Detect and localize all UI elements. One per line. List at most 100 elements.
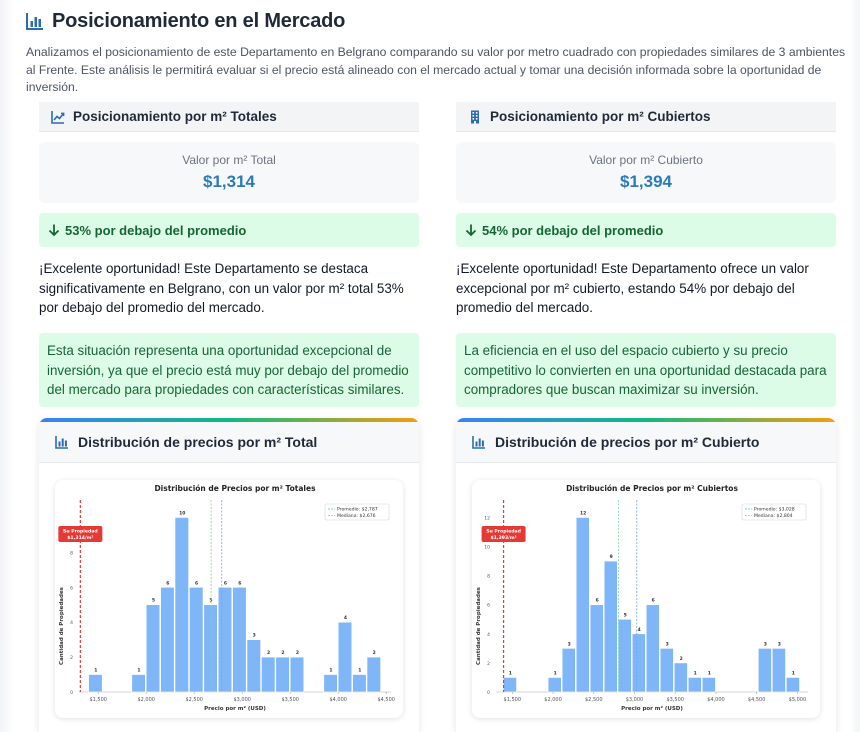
property-label-line2: $1,314/m² bbox=[67, 535, 93, 541]
histogram-bar bbox=[217, 586, 233, 693]
bar-count-label: 3 bbox=[778, 641, 781, 647]
section-title: Posicionamiento por m² Totales bbox=[73, 109, 277, 124]
histogram-bar bbox=[561, 648, 576, 693]
x-tick-label: $2,000 bbox=[137, 697, 155, 703]
histogram-bar bbox=[189, 586, 204, 693]
property-label-box bbox=[481, 526, 526, 542]
x-tick-label: $1,500 bbox=[504, 697, 522, 703]
property-label-line1: Su Propiedad bbox=[486, 529, 521, 535]
y-tick-label: 0 bbox=[70, 690, 73, 696]
bar-chart-icon bbox=[472, 436, 485, 449]
bar-count-label: 3 bbox=[568, 641, 571, 647]
chart-card-total: Distribución de precios por m² Total Dis… bbox=[39, 418, 419, 732]
histogram-bar bbox=[617, 618, 632, 693]
value-amount: $1,394 bbox=[620, 172, 672, 191]
histogram-bar bbox=[261, 656, 276, 693]
histogram-bar bbox=[366, 656, 381, 693]
card-accent-bar bbox=[39, 418, 419, 422]
histogram-bar bbox=[337, 621, 353, 693]
bar-count-label: 2 bbox=[267, 650, 270, 656]
bar-count-label: 2 bbox=[281, 650, 284, 656]
bar-count-label: 1 bbox=[137, 668, 140, 674]
histogram-bar bbox=[701, 677, 716, 693]
histogram-bar bbox=[503, 677, 517, 693]
bar-count-label: 5 bbox=[152, 598, 155, 604]
total-area-column: Posicionamiento por m² Totales Valor por… bbox=[39, 102, 419, 407]
section-header-covered: Posicionamiento por m² Cubiertos bbox=[456, 102, 836, 132]
histogram-bar bbox=[547, 677, 562, 693]
opportunity-note: La eficiencia en el uso del espacio cubi… bbox=[456, 333, 836, 407]
histogram-bar bbox=[589, 604, 604, 693]
bar-count-label: 12 bbox=[580, 510, 586, 516]
description-text: ¡Excelente oportunidad! Este Departament… bbox=[39, 261, 404, 315]
value-amount: $1,314 bbox=[203, 172, 255, 191]
histogram-total: Distribución de Precios por m² Totales 0 2… bbox=[55, 480, 403, 718]
bar-count-label: 1 bbox=[329, 668, 332, 674]
bar-count-label: 6 bbox=[224, 580, 227, 586]
bar-count-label: 6 bbox=[596, 598, 599, 604]
section-header-total: Posicionamiento por m² Totales bbox=[39, 102, 419, 132]
bar-count-label: 1 bbox=[358, 668, 361, 674]
x-tick-label: $3,500 bbox=[666, 697, 684, 703]
x-tick-label: $2,000 bbox=[544, 697, 562, 703]
chart-card-title: Distribución de precios por m² Cubierto bbox=[495, 434, 760, 450]
y-tick-label: 6 bbox=[487, 603, 490, 609]
histogram-bar bbox=[687, 677, 702, 693]
histogram-bar bbox=[289, 656, 305, 693]
bar-count-label: 1 bbox=[708, 670, 711, 676]
arrow-down-icon bbox=[48, 224, 60, 237]
y-tick-label: 2 bbox=[487, 661, 490, 667]
page-header: Posicionamiento en el Mercado bbox=[26, 8, 345, 34]
y-axis-label: Cantidad de Propiedades bbox=[59, 586, 65, 665]
bar-chart-icon bbox=[55, 436, 68, 449]
histogram-bar bbox=[131, 674, 146, 693]
bar-count-label: 1 bbox=[694, 670, 697, 676]
bar-count-label: 4 bbox=[344, 615, 347, 621]
y-tick-label: 4 bbox=[487, 632, 490, 638]
y-tick-label: 6 bbox=[70, 585, 73, 591]
bar-chart-icon bbox=[26, 13, 43, 30]
histogram-bar bbox=[232, 586, 247, 693]
histogram-bar bbox=[275, 656, 290, 693]
bar-count-label: 6 bbox=[195, 580, 198, 586]
badge-text: 53% por debajo del promedio bbox=[65, 222, 247, 238]
histogram-bar bbox=[246, 639, 261, 693]
intro-text: Analizamos el posicionamiento de este De… bbox=[26, 45, 846, 94]
histogram-bar bbox=[575, 517, 590, 693]
trend-line-icon bbox=[51, 110, 65, 124]
page-right-edge bbox=[850, 0, 860, 732]
y-axis-label: Cantidad de Propiedades bbox=[476, 586, 482, 665]
bar-count-label: 4 bbox=[638, 627, 641, 633]
x-tick-label: $4,000 bbox=[707, 697, 725, 703]
histogram-svg: Distribución de Precios por m² Cubiertos… bbox=[476, 484, 808, 712]
below-average-badge: 53% por debajo del promedio bbox=[39, 213, 419, 247]
chart-card-covered: Distribución de precios por m² Cubierto … bbox=[456, 418, 836, 732]
histogram-bar bbox=[673, 662, 688, 693]
chart-title: Distribución de Precios por m² Totales bbox=[154, 484, 316, 493]
property-label-line2: $1,393/m² bbox=[490, 535, 516, 541]
bar-count-label: 10 bbox=[179, 510, 185, 516]
x-tick-label: $4,500 bbox=[377, 697, 395, 703]
x-tick-label: $2,500 bbox=[585, 697, 603, 703]
histogram-bar bbox=[203, 604, 218, 693]
bar-count-label: 3 bbox=[666, 641, 669, 647]
bar-count-label: 6 bbox=[238, 580, 241, 586]
chart-card-header: Distribución de precios por m² Total bbox=[39, 422, 419, 463]
histogram-bar bbox=[758, 648, 772, 693]
building-icon bbox=[471, 110, 479, 123]
legend-median-label: Mediana: $2,804 bbox=[754, 513, 793, 519]
bar-count-label: 6 bbox=[166, 580, 169, 586]
value-label: Valor por m² Cubierto bbox=[589, 153, 703, 167]
legend-box bbox=[324, 503, 390, 521]
card-accent-bar bbox=[456, 418, 836, 422]
y-tick-label: 12 bbox=[484, 515, 490, 521]
value-label: Valor por m² Total bbox=[182, 153, 276, 167]
bar-count-label: 6 bbox=[652, 598, 655, 604]
histogram-svg: Distribución de Precios por m² Totales 0 2… bbox=[58, 484, 395, 712]
bar-count-label: 5 bbox=[624, 612, 627, 618]
legend-mean-label: Promedio: $2,787 bbox=[337, 507, 378, 513]
x-axis-label: Precio por m² (USD) bbox=[621, 705, 683, 712]
badge-text: 54% por debajo del promedio bbox=[482, 222, 664, 238]
y-tick-label: 8 bbox=[487, 574, 490, 580]
value-card-total: Valor por m² Total $1,314 bbox=[39, 142, 419, 203]
